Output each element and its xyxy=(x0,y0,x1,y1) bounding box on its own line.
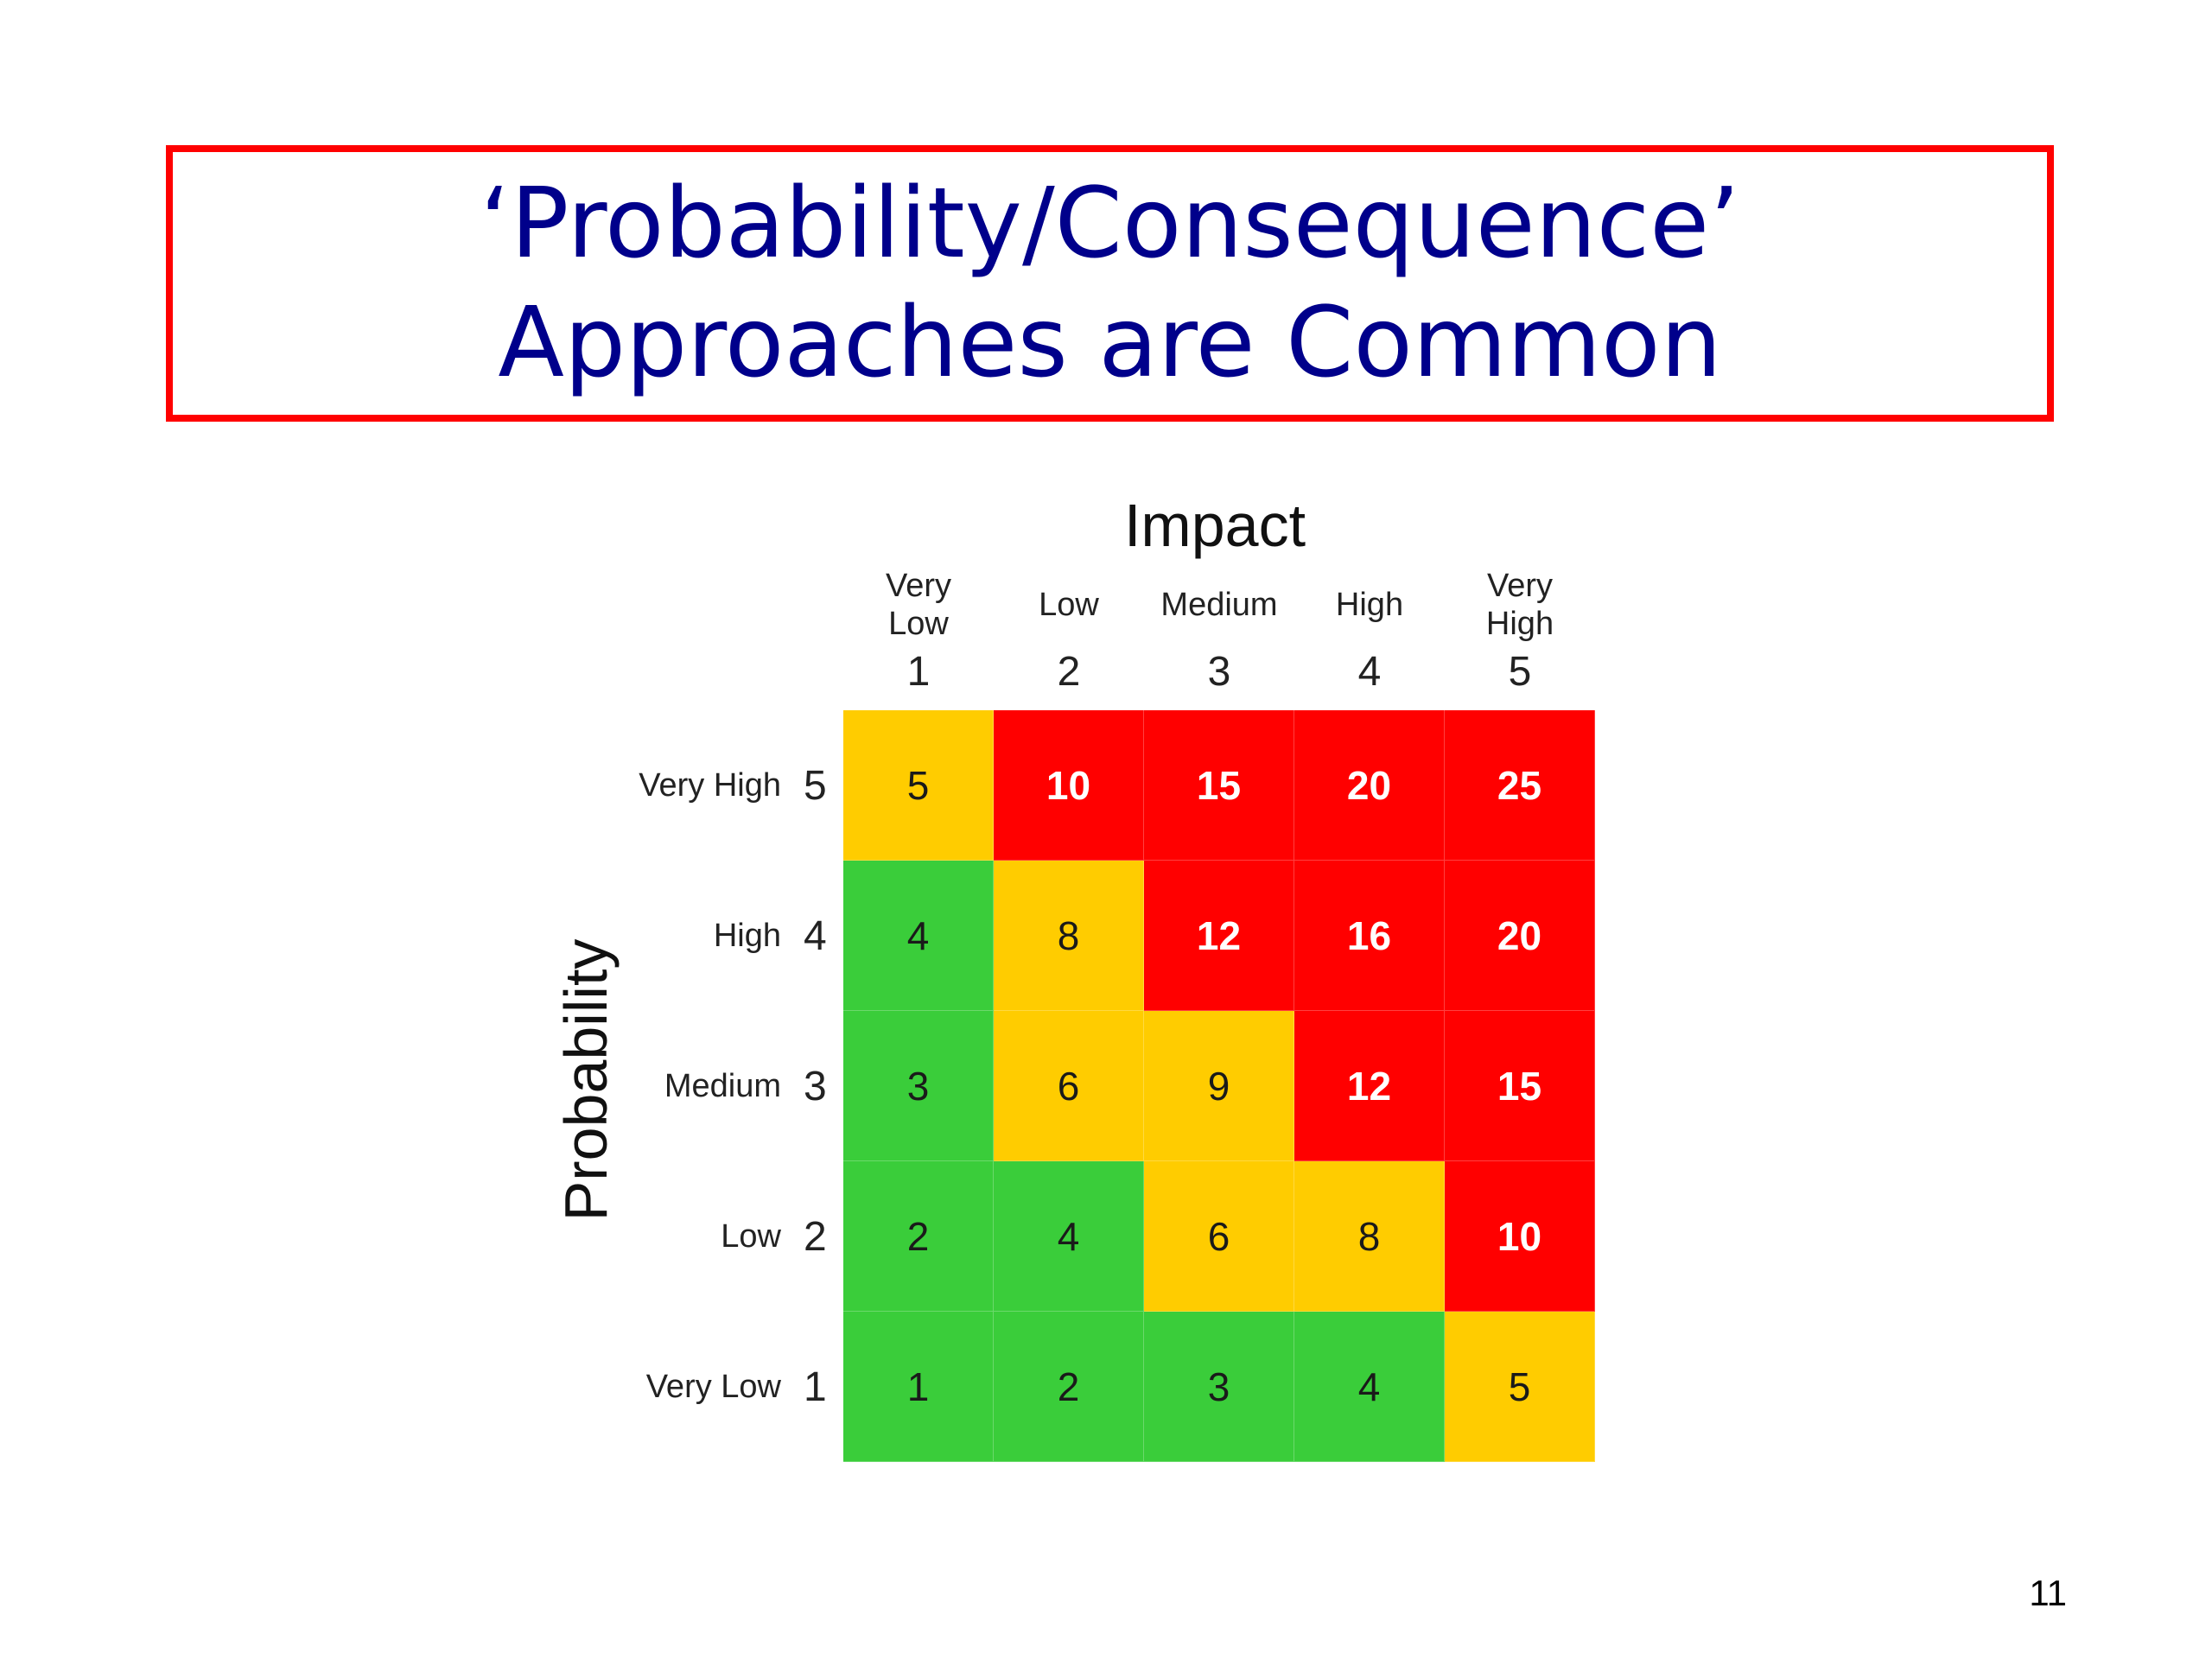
matrix-cell: 9 xyxy=(1144,1011,1294,1161)
matrix-cell: 3 xyxy=(843,1011,994,1161)
impact-header-label: High xyxy=(1294,565,1445,645)
impact-header-4: High 4 xyxy=(1294,565,1445,696)
matrix-cell: 8 xyxy=(1294,1161,1445,1312)
impact-header-label: Low xyxy=(994,565,1144,645)
matrix-cell: 5 xyxy=(1445,1312,1595,1462)
impact-header-word: High xyxy=(1485,606,1554,642)
probability-header-number: 3 xyxy=(804,1063,827,1109)
slide-title-box: ‘Probability/Consequence’ Approaches are… xyxy=(166,145,2054,422)
impact-header-word: Medium xyxy=(1160,587,1278,623)
matrix-cell: 12 xyxy=(1144,861,1294,1011)
impact-header-word: Very xyxy=(1486,568,1554,604)
impact-header-2: Low 2 xyxy=(994,565,1144,696)
matrix-cell: 6 xyxy=(994,1011,1144,1161)
matrix-cell: 4 xyxy=(843,861,994,1011)
x-axis-title: Impact xyxy=(1123,492,1306,559)
page-number: 11 xyxy=(2029,1573,2067,1613)
matrix-cell: 2 xyxy=(843,1161,994,1312)
matrix-cell: 8 xyxy=(994,861,1144,1011)
impact-header-number: 1 xyxy=(906,649,931,695)
impact-header-word: High xyxy=(1335,587,1404,623)
impact-header-label: Very High xyxy=(1445,565,1595,645)
probability-header-label: Low xyxy=(721,1217,781,1255)
probability-header-number: 5 xyxy=(804,762,827,809)
matrix-cell: 15 xyxy=(1445,1011,1595,1161)
matrix-cell: 2 xyxy=(994,1312,1144,1462)
impact-header-1: Very Low 1 xyxy=(843,565,994,696)
matrix-cell: 4 xyxy=(994,1161,1144,1312)
probability-header-number: 4 xyxy=(804,912,827,959)
matrix-cell: 3 xyxy=(1144,1312,1294,1462)
impact-header-number: 4 xyxy=(1357,649,1382,695)
impact-header-label: Medium xyxy=(1144,565,1294,645)
probability-header-5: Very High 5 xyxy=(639,710,830,861)
slide-title-line-2: Approaches are Common xyxy=(498,287,1722,399)
matrix-cell: 6 xyxy=(1144,1161,1294,1312)
probability-header-3: Medium 3 xyxy=(664,1011,830,1161)
probability-header-label: High xyxy=(713,917,781,954)
probability-header-number: 1 xyxy=(804,1363,827,1410)
matrix-cell: 20 xyxy=(1294,710,1445,861)
impact-header-number: 5 xyxy=(1508,649,1532,695)
impact-header-word: Very xyxy=(885,568,952,604)
probability-header-4: High 4 xyxy=(714,861,830,1011)
matrix-cell: 5 xyxy=(843,710,994,861)
probability-header-label: Very High xyxy=(639,766,781,804)
impact-header-5: Very High 5 xyxy=(1445,565,1595,696)
matrix-cell: 4 xyxy=(1294,1312,1445,1462)
impact-header-3: Medium 3 xyxy=(1144,565,1294,696)
matrix-cell: 20 xyxy=(1445,861,1595,1011)
probability-header-label: Very Low xyxy=(645,1368,781,1405)
matrix-cell: 16 xyxy=(1294,861,1445,1011)
impact-header-number: 2 xyxy=(1057,649,1081,695)
slide-title-line-1: ‘Probability/Consequence’ xyxy=(480,168,1740,280)
risk-matrix-grid: 5 10 15 20 25 4 8 12 16 20 3 6 9 12 15 2 4 6 8 10 1 2 3 4 5 xyxy=(843,710,1595,1462)
matrix-cell: 10 xyxy=(994,710,1144,861)
matrix-cell: 12 xyxy=(1294,1011,1445,1161)
impact-header-word: Low xyxy=(1039,587,1099,623)
probability-header-label: Medium xyxy=(664,1067,781,1104)
probability-header-1: Very Low 1 xyxy=(646,1312,830,1462)
matrix-cell: 15 xyxy=(1144,710,1294,861)
impact-header-word: Low xyxy=(888,606,949,642)
matrix-cell: 25 xyxy=(1445,710,1595,861)
probability-header-number: 2 xyxy=(804,1213,827,1260)
y-axis-title: Probability xyxy=(552,938,620,1222)
impact-header-number: 3 xyxy=(1207,649,1231,695)
matrix-cell: 1 xyxy=(843,1312,994,1462)
impact-header-label: Very Low xyxy=(843,565,994,645)
matrix-cell: 10 xyxy=(1445,1161,1595,1312)
probability-header-2: Low 2 xyxy=(721,1161,830,1312)
